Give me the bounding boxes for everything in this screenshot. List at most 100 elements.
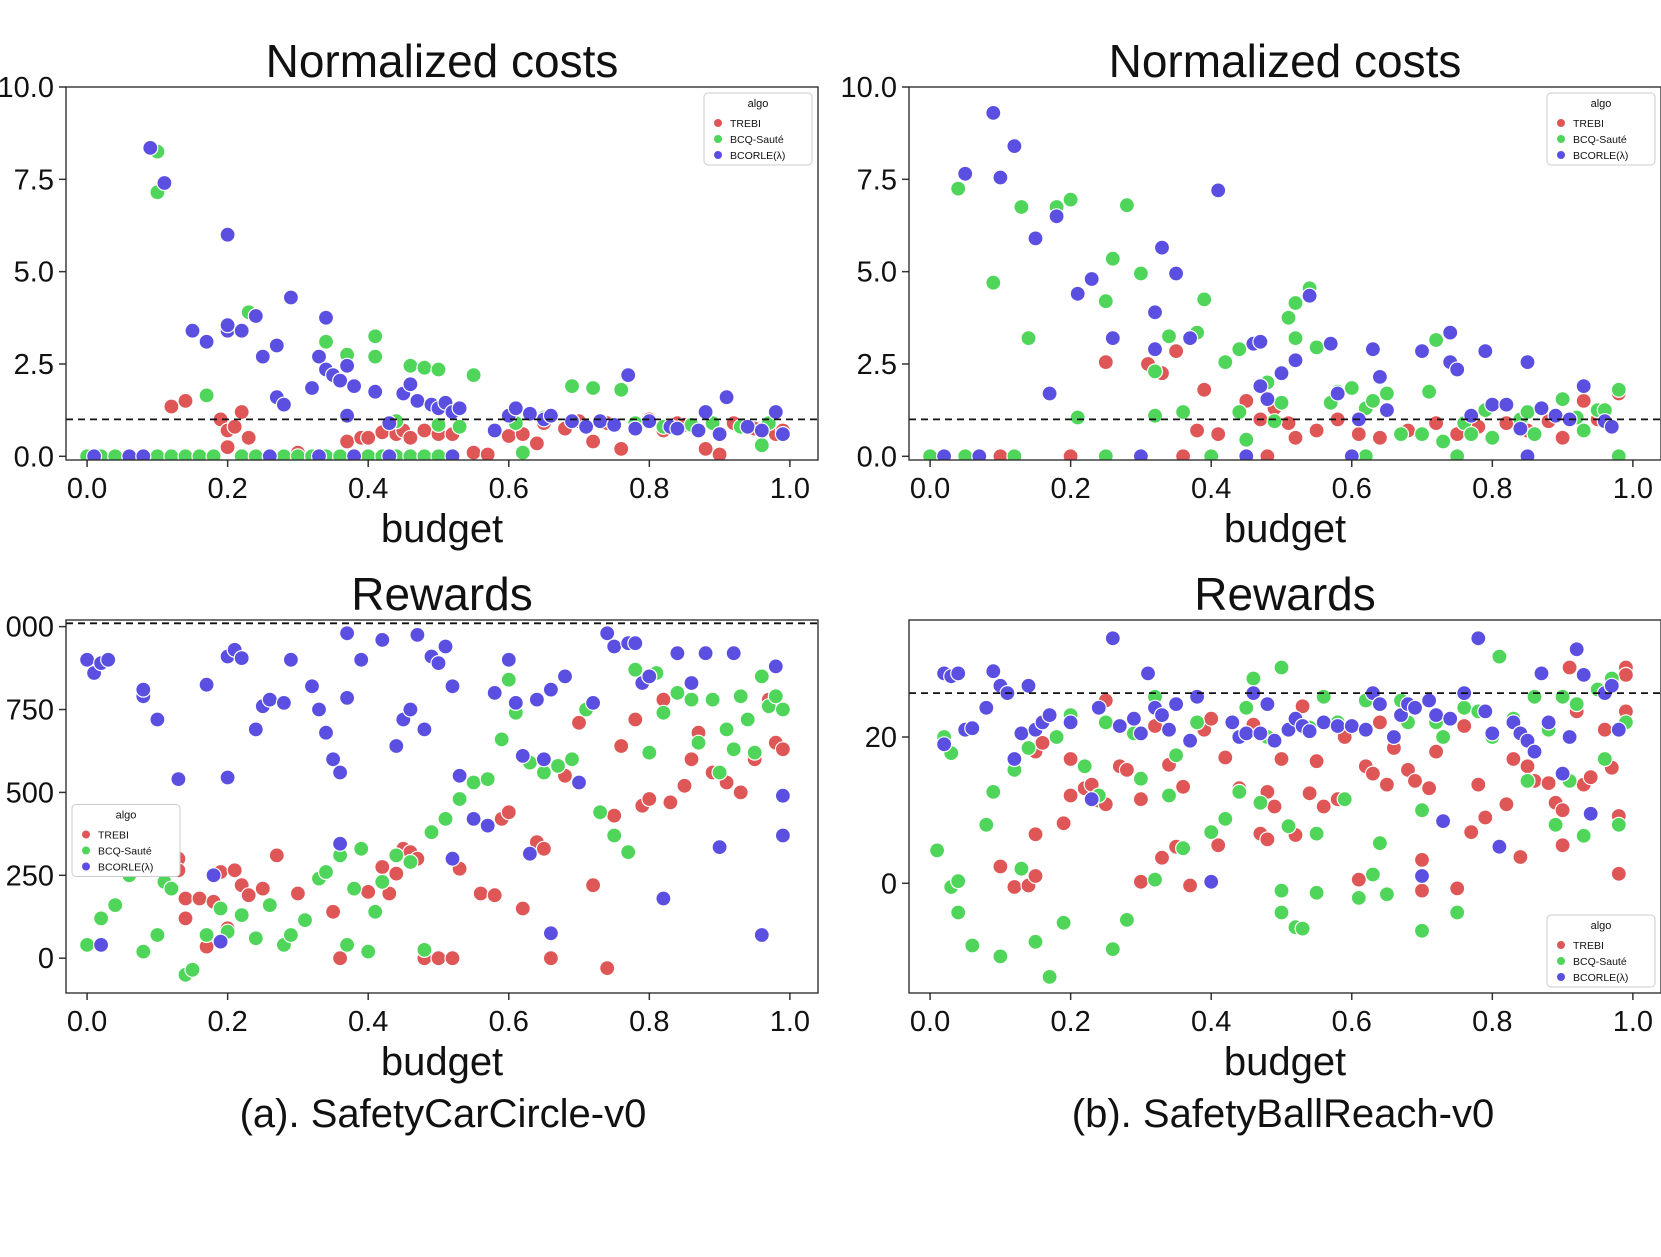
legend: algo TREBI BCQ-Sauté BCORLE(λ) — [703, 92, 813, 166]
point-bcqsaut — [957, 448, 974, 460]
point-trebi — [268, 847, 285, 864]
point-bcqsaut — [1203, 448, 1220, 460]
point-bcqsaut — [1568, 695, 1585, 713]
point-bcorle — [1378, 402, 1396, 419]
point-bcqsaut — [1449, 904, 1466, 921]
point-bcqsaut — [655, 704, 672, 721]
point-bcorle — [1301, 723, 1318, 740]
legend-entry: BCORLE(λ) — [1573, 972, 1628, 984]
point-bcorle — [542, 407, 560, 424]
point-bcorle — [332, 372, 349, 389]
point-bcorle — [317, 309, 335, 326]
point-bcorle — [275, 694, 292, 712]
point-bcqsaut — [985, 783, 1002, 801]
point-bcqsaut — [1364, 866, 1382, 883]
x-tick-label: 0.4 — [348, 473, 388, 505]
point-bcorle — [683, 674, 700, 692]
point-bcqsaut — [964, 937, 981, 954]
point-trebi — [514, 900, 531, 917]
point-bcqsaut — [1097, 293, 1114, 310]
legend-marker — [1557, 151, 1565, 159]
point-bcqsaut — [1041, 968, 1058, 986]
point-trebi — [1301, 785, 1318, 802]
point-bcorle — [1238, 448, 1255, 460]
point-bcorle — [1519, 354, 1536, 371]
point-bcorle — [310, 348, 328, 365]
point-trebi — [1540, 774, 1557, 792]
point-bcqsaut — [92, 910, 110, 927]
point-bcorle — [1603, 677, 1620, 694]
point-trebi — [444, 950, 461, 967]
point-trebi — [1371, 714, 1389, 731]
point-bcorle — [620, 367, 637, 384]
point-bcorle — [767, 403, 784, 421]
point-bcorle — [212, 933, 229, 950]
point-bcqsaut — [732, 688, 749, 705]
point-bcqsaut — [1378, 385, 1396, 402]
point-bcorle — [1104, 630, 1121, 647]
point-bcqsaut — [1167, 747, 1185, 764]
point-bcorle — [261, 448, 278, 460]
point-bcorle — [1575, 378, 1592, 395]
point-bcorle — [1498, 396, 1515, 413]
point-bcqsaut — [950, 872, 967, 890]
point-trebi — [1315, 798, 1332, 815]
point-bcqsaut — [1273, 394, 1290, 411]
point-bcorle — [1210, 182, 1227, 199]
point-bcorle — [1006, 750, 1023, 768]
point-trebi — [1519, 758, 1536, 775]
point-bcorle — [542, 925, 560, 942]
point-bcqsaut — [1048, 728, 1065, 746]
point-bcorle — [402, 701, 419, 718]
point-bcorle — [669, 420, 686, 437]
point-bcqsaut — [739, 711, 756, 728]
x-axis-label: budget — [381, 507, 503, 551]
point-bcqsaut — [1413, 802, 1431, 819]
point-bcqsaut — [1519, 403, 1536, 421]
point-bcorle — [184, 322, 201, 339]
point-bcorle — [950, 665, 967, 682]
point-bcqsaut — [149, 926, 166, 944]
point-bcorle — [92, 936, 110, 954]
point-bcqsaut — [1484, 429, 1501, 446]
point-bcorle — [711, 426, 728, 443]
point-bcqsaut — [584, 379, 602, 397]
y-tick-label: 10.0 — [841, 72, 897, 104]
point-bcqsaut — [1491, 648, 1508, 665]
point-bcqsaut — [332, 448, 349, 460]
point-trebi — [1027, 867, 1044, 885]
point-trebi — [1006, 878, 1023, 896]
point-trebi — [1210, 426, 1227, 443]
x-tick-label: 0.0 — [67, 1006, 107, 1038]
point-bcorle — [1533, 400, 1550, 417]
legend-marker — [82, 862, 90, 871]
points-layer — [922, 104, 1627, 460]
point-bcqsaut — [360, 943, 377, 960]
point-trebi — [240, 429, 257, 446]
point-bcqsaut — [500, 671, 517, 688]
point-bcqsaut — [1104, 250, 1121, 267]
point-bcorle — [317, 724, 335, 741]
point-bcqsaut — [296, 911, 314, 929]
point-bcorle — [1357, 721, 1374, 738]
legend-title: algo — [1591, 98, 1612, 110]
point-bcorle — [1224, 714, 1241, 731]
point-bcorle — [1477, 343, 1494, 360]
y-tick-label: 5.0 — [857, 257, 897, 289]
legend: algo TREBI BCQ-Sauté BCORLE(λ) — [71, 804, 181, 877]
point-bcorle — [1146, 341, 1164, 358]
point-bcqsaut — [317, 863, 335, 881]
y-tick-label: 0.0 — [857, 441, 897, 473]
point-bcorle — [1371, 695, 1389, 713]
point-trebi — [542, 950, 560, 967]
point-bcorle — [254, 348, 271, 365]
caption-a: (a). SafetyCarCircle-v0 — [240, 1092, 647, 1136]
point-bcorle — [1041, 706, 1058, 724]
point-bcorle — [1252, 378, 1269, 395]
legend-marker — [714, 135, 722, 143]
y-tick-label: 7.5 — [857, 164, 897, 196]
point-trebi — [1273, 750, 1290, 768]
chart-title: Rewards — [1194, 568, 1376, 620]
point-trebi — [1287, 429, 1304, 446]
point-bcorle — [346, 378, 363, 395]
